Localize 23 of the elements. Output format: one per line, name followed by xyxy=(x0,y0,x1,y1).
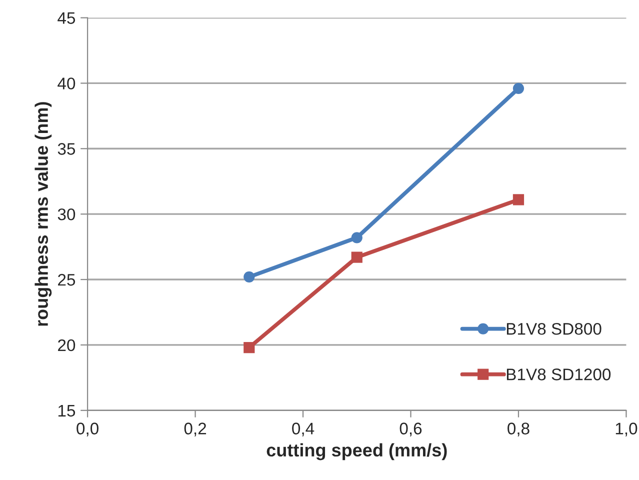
x-axis-title: cutting speed (mm/s) xyxy=(266,443,447,460)
y-tick-label: 45 xyxy=(58,12,76,24)
x-tick-label: 0,4 xyxy=(292,422,314,436)
legend-label: B1V8 SD800 xyxy=(506,322,602,335)
point xyxy=(351,232,362,244)
point xyxy=(244,342,255,354)
y-axis-title: roughness rms value (nm) xyxy=(34,102,52,326)
y-tick-label: 40 xyxy=(58,78,76,90)
y-tick-label: 20 xyxy=(58,339,76,352)
x-tick-label: 0,8 xyxy=(508,422,530,436)
x-tick-label: 0,6 xyxy=(400,422,422,436)
legend-label: B1V8 SD1200 xyxy=(506,368,611,380)
x-tick-label: 1,0 xyxy=(616,422,638,436)
point xyxy=(244,271,255,282)
x-tick-label: 0,2 xyxy=(184,422,206,436)
y-tick-label: 30 xyxy=(58,208,76,220)
point xyxy=(351,252,362,263)
y-tick-label: 25 xyxy=(58,274,76,286)
y-tick-label: 35 xyxy=(58,143,76,155)
point xyxy=(512,194,524,206)
y-tick-label: 15 xyxy=(58,404,76,417)
x-tick-label: 0,0 xyxy=(76,422,98,436)
point xyxy=(512,82,524,94)
